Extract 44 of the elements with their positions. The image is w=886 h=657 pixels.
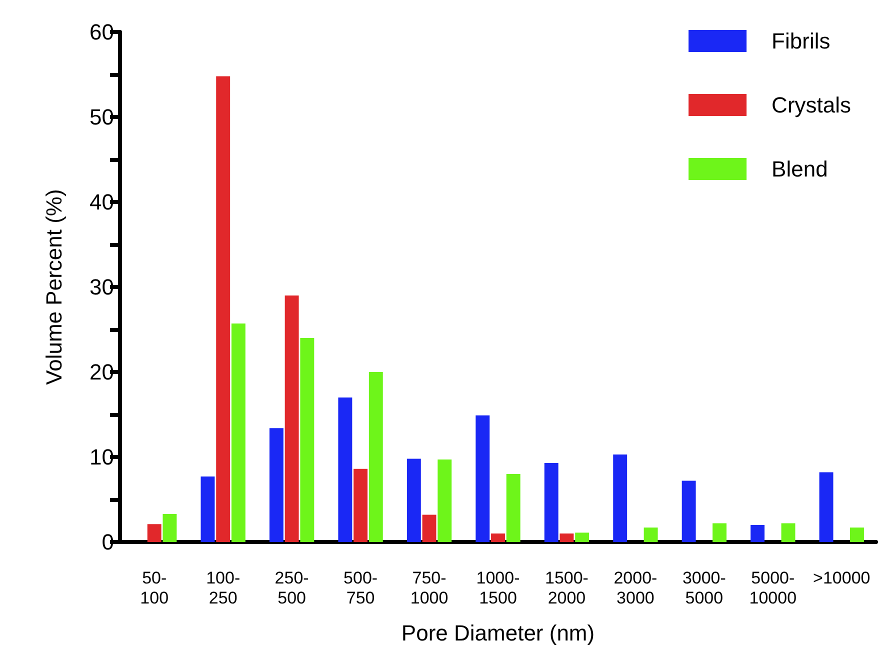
x-tick-label: >10000 (813, 568, 870, 588)
bar (284, 296, 299, 542)
bar (231, 324, 246, 542)
bar (354, 468, 368, 542)
bar (300, 338, 314, 542)
bar (613, 454, 628, 542)
bar (850, 528, 864, 542)
bar (819, 472, 834, 542)
bar (506, 474, 520, 542)
bar (575, 532, 590, 542)
bar (544, 462, 558, 542)
bar (438, 460, 452, 542)
x-tick-label: 1000- 1500 (476, 568, 520, 608)
bar (162, 514, 177, 542)
bar (406, 458, 421, 542)
bar (750, 525, 765, 542)
legend-label: Blend (772, 156, 828, 182)
x-tick-label: 1500- 2000 (544, 568, 588, 608)
bar (216, 76, 230, 542)
bar (147, 524, 162, 542)
x-tick-label: 750- 1000 (410, 568, 448, 608)
bar (368, 372, 383, 542)
bar (644, 528, 658, 542)
bar (781, 523, 796, 542)
legend-label: Crystals (772, 92, 852, 118)
x-tick-label: 50- 100 (140, 568, 169, 608)
x-tick-label: 2000- 3000 (614, 568, 658, 608)
bar (491, 534, 505, 542)
x-tick-label: 5000- 10000 (749, 568, 797, 608)
x-axis-title: Pore Diameter (nm) (401, 620, 595, 646)
bar (338, 398, 352, 542)
x-tick-label: 3000- 5000 (682, 568, 726, 608)
bar (476, 415, 490, 542)
bar (422, 514, 436, 542)
bar (712, 523, 727, 542)
bar (269, 428, 284, 542)
x-tick-label: 100- 250 (206, 568, 240, 608)
x-tick-label: 500- 750 (344, 568, 378, 608)
bar (200, 476, 215, 542)
bar (560, 534, 574, 542)
bar (682, 480, 696, 542)
x-tick-label: 250- 500 (274, 568, 309, 608)
legend-label: Fibrils (772, 28, 830, 54)
y-axis-title: Volume Percent (%) (42, 189, 66, 385)
